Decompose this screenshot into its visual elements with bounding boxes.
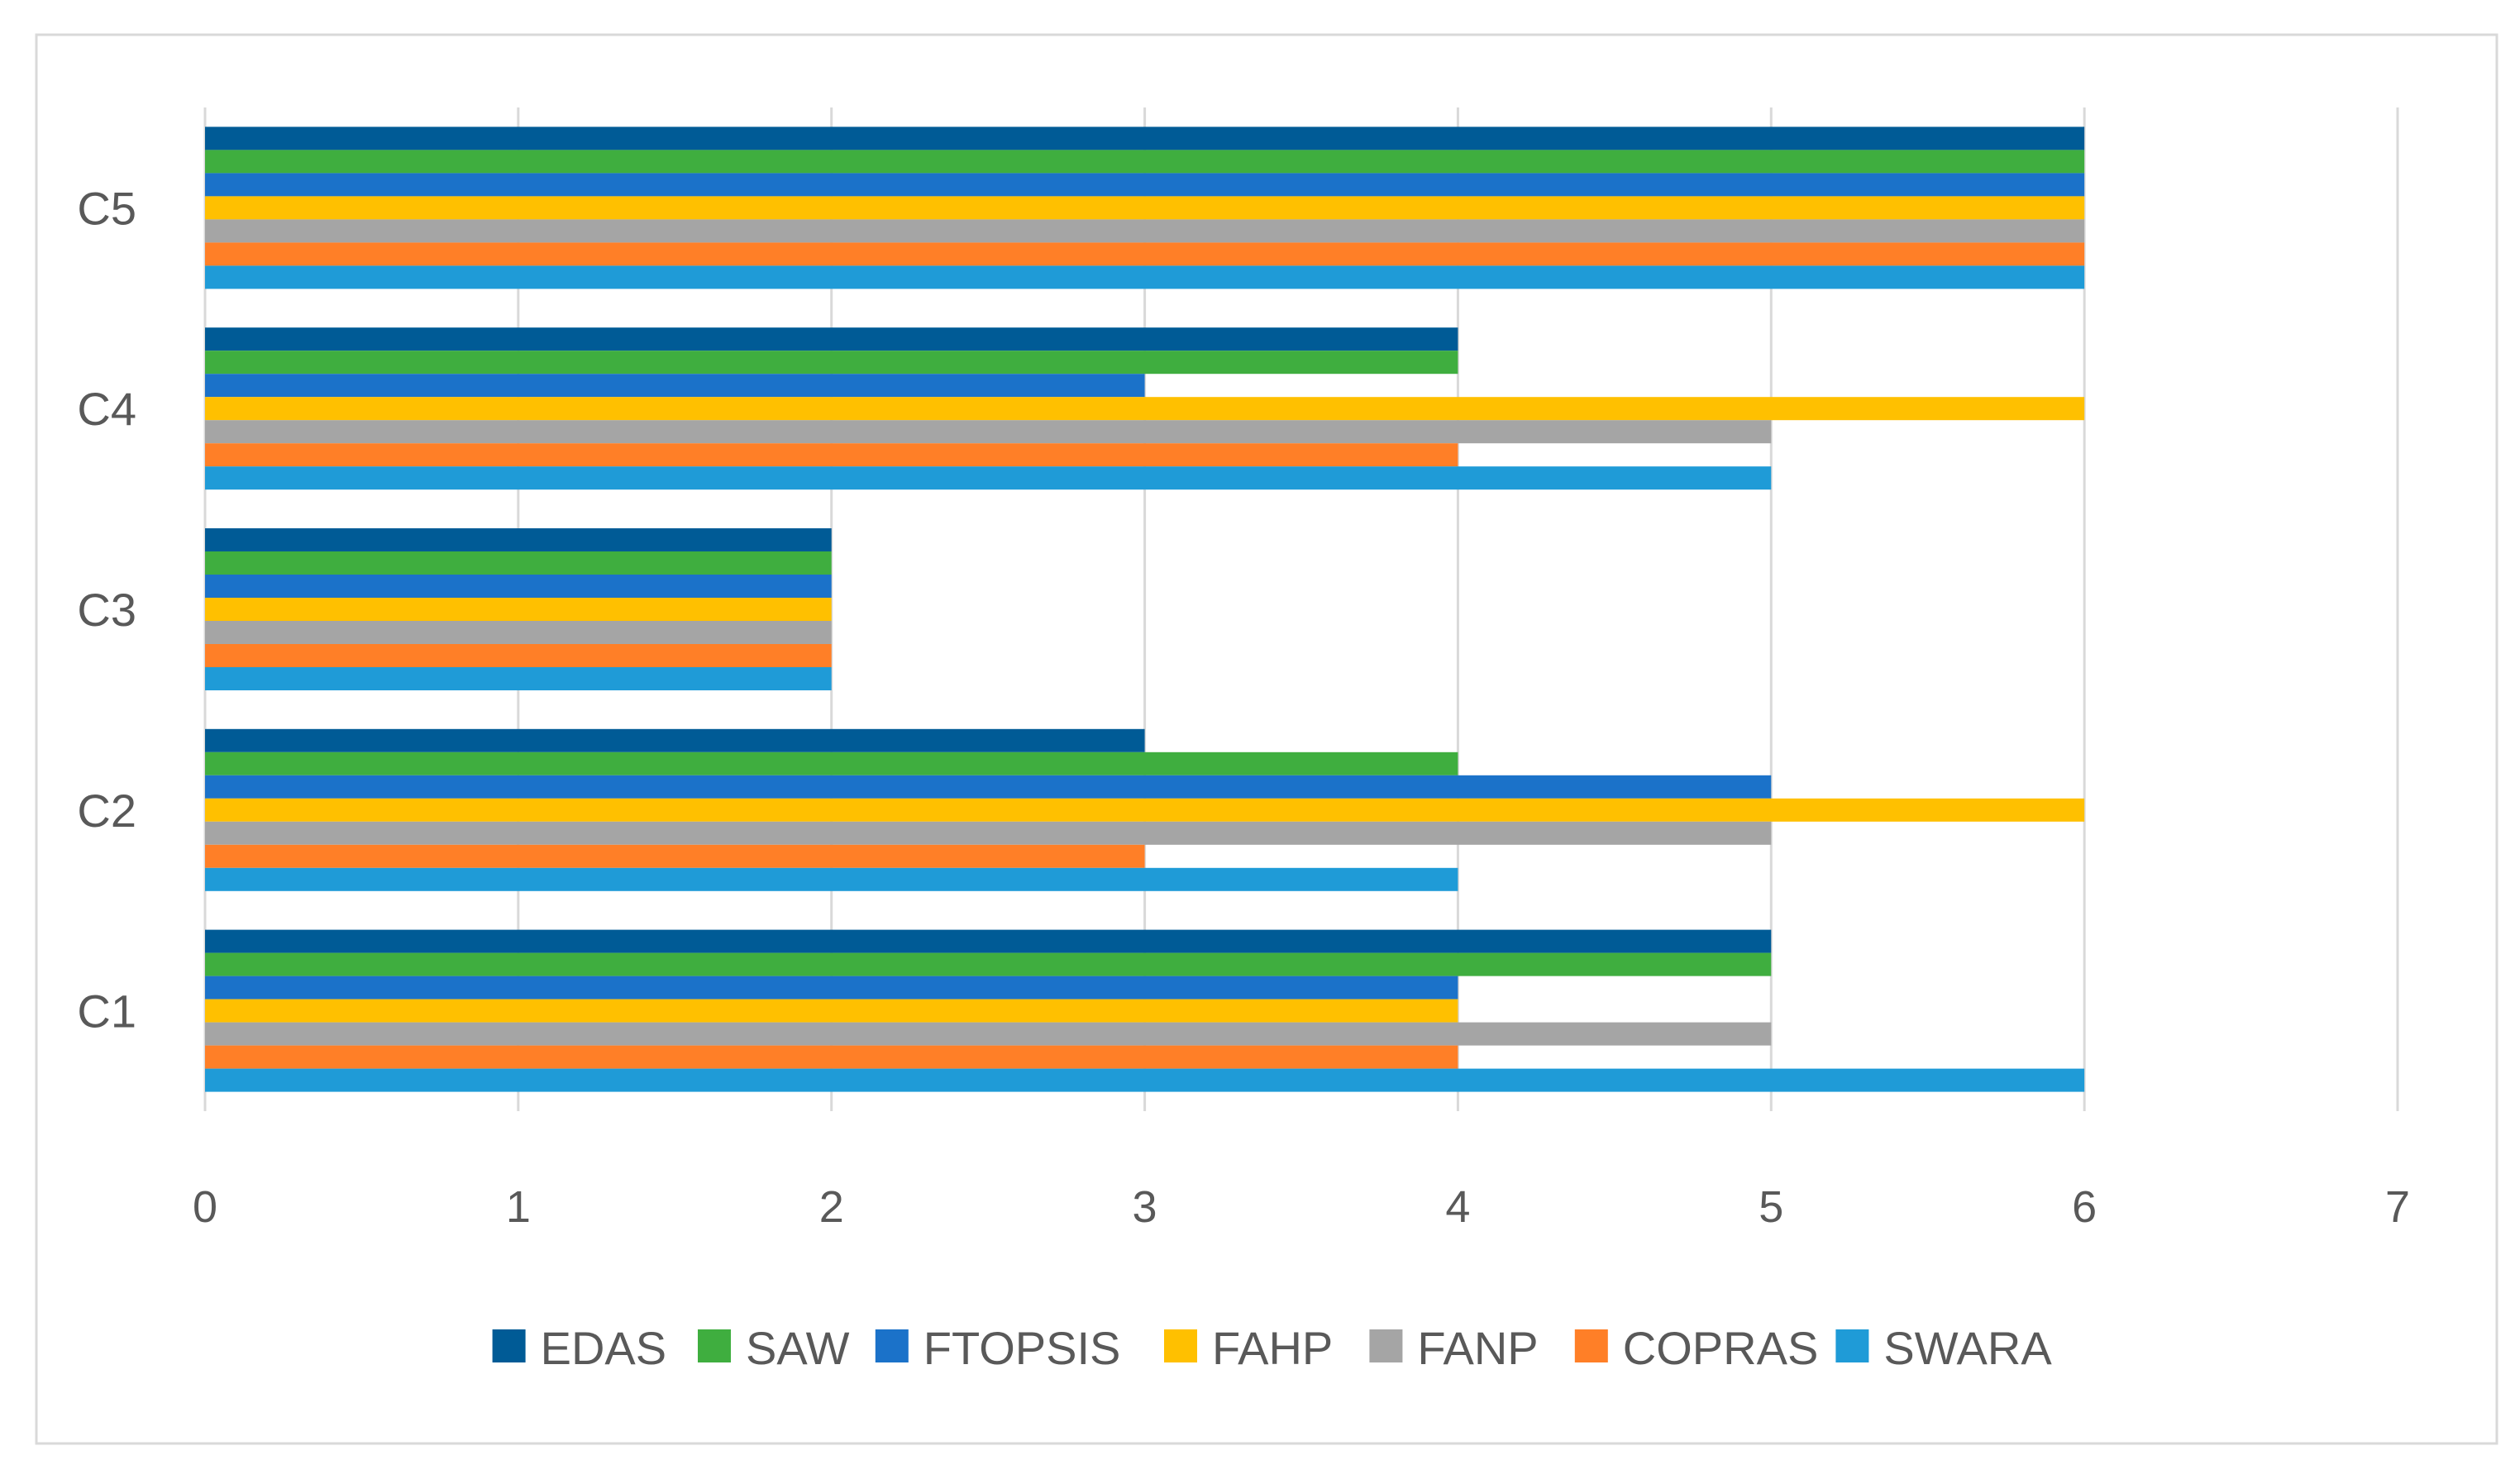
- legend-item-saw: SAW: [698, 1322, 850, 1374]
- x-tick-label: 5: [1759, 1182, 1783, 1232]
- x-tick-label: 2: [819, 1182, 844, 1232]
- legend-item-swara: SWARA: [1835, 1322, 2052, 1374]
- legend-label: SAW: [746, 1322, 850, 1374]
- x-tick-label: 3: [1133, 1182, 1157, 1232]
- bars: [205, 126, 2085, 1092]
- legend: EDAS SAW FTOPSIS FAHP FANP COPRAS SWARA: [492, 1322, 2052, 1374]
- bar-C2-COPRAS: [205, 844, 1145, 868]
- category-label: C5: [77, 182, 136, 234]
- bar-C1-FAHP: [205, 999, 1458, 1023]
- legend-item-ftopsis: FTOPSIS: [875, 1322, 1121, 1374]
- category-label: C2: [77, 785, 136, 837]
- bar-C2-SWARA: [205, 867, 1458, 891]
- legend-label: FANP: [1417, 1322, 1538, 1374]
- bar-C2-FTOPSIS: [205, 775, 1772, 799]
- bar-C5-FANP: [205, 219, 2085, 243]
- bar-C4-FAHP: [205, 397, 2085, 421]
- legend-label: FTOPSIS: [923, 1322, 1121, 1374]
- bar-C3-FANP: [205, 621, 832, 644]
- legend-item-fahp: FAHP: [1164, 1322, 1333, 1374]
- bar-C5-COPRAS: [205, 242, 2085, 266]
- legend-label: FAHP: [1212, 1322, 1333, 1374]
- legend-item-edas: EDAS: [492, 1322, 667, 1374]
- bar-C4-SAW: [205, 351, 1458, 375]
- bar-C1-SAW: [205, 952, 1772, 976]
- bar-C1-FANP: [205, 1022, 1772, 1046]
- bar-C3-EDAS: [205, 528, 832, 551]
- bar-C5-EDAS: [205, 126, 2085, 150]
- bar-C4-EDAS: [205, 327, 1458, 351]
- legend-swatch: [492, 1329, 526, 1362]
- bar-C4-FTOPSIS: [205, 374, 1145, 398]
- x-tick-label: 4: [1445, 1182, 1470, 1232]
- legend-swatch: [1835, 1329, 1869, 1362]
- legend-label: COPRAS: [1623, 1322, 1819, 1374]
- x-tick-label: 1: [506, 1182, 531, 1232]
- bar-C4-SWARA: [205, 466, 1772, 490]
- x-tick-labels: 0 1 2 3 4 5 6 7: [193, 1182, 2410, 1232]
- legend-label: EDAS: [541, 1322, 667, 1374]
- bar-C3-SAW: [205, 551, 832, 575]
- legend-swatch: [1164, 1329, 1197, 1362]
- bar-C1-EDAS: [205, 929, 1772, 953]
- bar-C2-EDAS: [205, 728, 1145, 752]
- bar-C2-FANP: [205, 821, 1772, 845]
- legend-swatch: [875, 1329, 909, 1362]
- bar-C5-SWARA: [205, 265, 2085, 289]
- legend-swatch: [1369, 1329, 1403, 1362]
- legend-swatch: [698, 1329, 731, 1362]
- bar-C1-COPRAS: [205, 1045, 1458, 1069]
- legend-swatch: [1574, 1329, 1608, 1362]
- bar-C3-FTOPSIS: [205, 575, 832, 598]
- x-tick-label: 6: [2072, 1182, 2097, 1232]
- bar-C2-FAHP: [205, 798, 2085, 822]
- legend-item-copras: COPRAS: [1574, 1322, 1819, 1374]
- bar-C4-FANP: [205, 420, 1772, 444]
- bar-C1-FTOPSIS: [205, 976, 1458, 1000]
- legend-label: SWARA: [1883, 1322, 2052, 1374]
- x-tick-label: 7: [2385, 1182, 2410, 1232]
- category-label: C3: [77, 584, 136, 636]
- bar-C4-COPRAS: [205, 443, 1458, 467]
- category-label: C1: [77, 985, 136, 1038]
- bar-C5-FTOPSIS: [205, 173, 2085, 197]
- legend-item-fanp: FANP: [1369, 1322, 1539, 1374]
- bar-C3-COPRAS: [205, 644, 832, 667]
- bar-C5-FAHP: [205, 196, 2085, 220]
- bar-C5-SAW: [205, 150, 2085, 174]
- bar-C3-FAHP: [205, 598, 832, 621]
- category-labels: C1 C2 C3 C4 C5: [77, 182, 136, 1037]
- category-label: C4: [77, 383, 136, 435]
- bar-C1-SWARA: [205, 1068, 2085, 1092]
- bar-C3-SWARA: [205, 667, 832, 690]
- x-tick-label: 0: [193, 1182, 217, 1232]
- bar-C2-SAW: [205, 752, 1458, 775]
